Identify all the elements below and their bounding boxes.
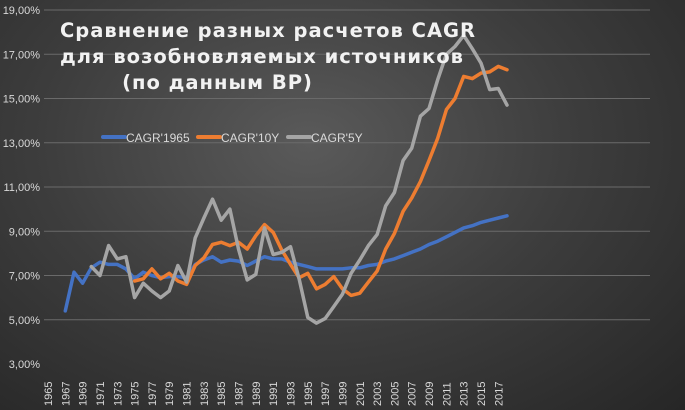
- legend-label: CAGR'1965: [126, 131, 190, 145]
- y-tick-label: 7,00%: [9, 271, 40, 283]
- x-tick-label: 1973: [112, 382, 124, 406]
- chart-title-line: для возобновляемых источников: [60, 45, 465, 68]
- x-tick-label: 2007: [407, 382, 419, 406]
- x-tick-label: 1965: [43, 382, 55, 406]
- chart-title-line: Сравнение разных расчетов CAGR: [60, 19, 477, 42]
- y-tick-label: 5,00%: [9, 315, 40, 327]
- y-tick-label: 3,00%: [9, 359, 40, 371]
- series-line: [89, 33, 509, 325]
- chart-title: Сравнение разных расчетов CAGR для возоб…: [60, 18, 477, 96]
- x-tick-label: 1971: [95, 382, 107, 406]
- y-tick-label: 9,00%: [9, 226, 40, 238]
- x-tick-label: 1991: [268, 382, 280, 406]
- x-tick-label: 1985: [216, 382, 228, 406]
- x-tick-label: 1997: [320, 382, 332, 406]
- x-tick-label: 2009: [424, 382, 436, 406]
- x-tick-label: 2003: [372, 382, 384, 406]
- y-tick-label: 17,00%: [3, 49, 41, 61]
- x-tick-label: 1975: [130, 382, 142, 406]
- x-tick-label: 1989: [251, 382, 263, 406]
- x-tick-label: 1967: [60, 382, 72, 406]
- x-tick-label: 1969: [78, 382, 90, 406]
- x-tick-label: 2011: [441, 382, 453, 406]
- x-tick-label: 1979: [164, 382, 176, 406]
- x-tick-label: 2015: [476, 382, 488, 406]
- x-tick-label: 1977: [147, 382, 159, 406]
- x-tick-label: 2005: [389, 382, 401, 406]
- chart-title-line: (по данным BP): [122, 71, 313, 94]
- x-tick-label: 1995: [303, 382, 315, 406]
- x-tick-label: 1987: [234, 382, 246, 406]
- x-tick-label: 2001: [355, 382, 367, 406]
- x-tick-label: 1993: [285, 382, 297, 406]
- series-line: [132, 64, 509, 298]
- series-line: [63, 214, 509, 313]
- y-tick-label: 11,00%: [4, 182, 41, 194]
- x-tick-label: 2013: [459, 382, 471, 406]
- x-tick-label: 1981: [182, 382, 194, 406]
- legend-label: CAGR'10Y: [221, 131, 279, 145]
- y-tick-label: 19,00%: [3, 5, 41, 17]
- legend-label: CAGR'5Y: [311, 131, 363, 145]
- x-tick-label: 1999: [337, 382, 349, 406]
- y-tick-label: 15,00%: [3, 94, 41, 106]
- y-tick-label: 13,00%: [3, 138, 41, 150]
- x-tick-label: 2017: [493, 382, 505, 406]
- x-tick-label: 1983: [199, 382, 211, 406]
